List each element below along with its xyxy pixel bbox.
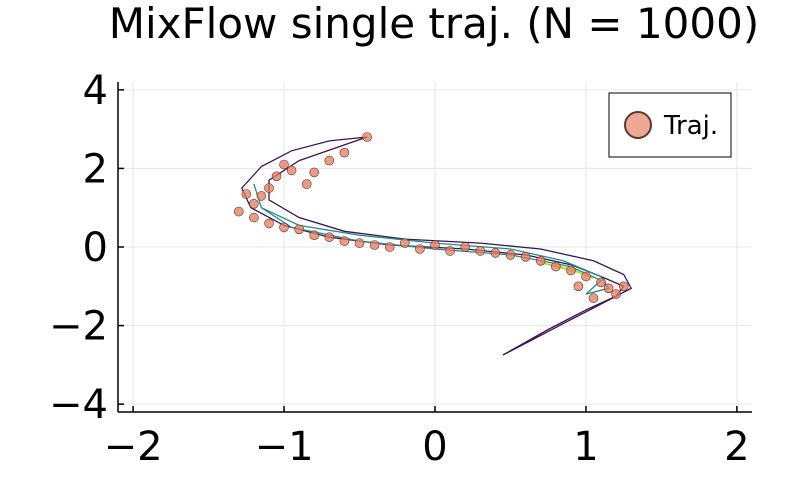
point-0-14 xyxy=(264,218,274,229)
point-0-23 xyxy=(399,238,410,248)
point-0-39 xyxy=(618,281,629,292)
chart-title: MixFlow single traj. (N = 1000) xyxy=(109,0,760,48)
legend-marker xyxy=(624,111,652,139)
point-0-20 xyxy=(354,238,365,248)
point-0-32 xyxy=(535,255,546,266)
point-0-33 xyxy=(550,261,561,272)
point-0-6 xyxy=(279,159,289,170)
x-tick-label-1: −1 xyxy=(255,424,314,470)
y-tick-label-1: −2 xyxy=(49,304,108,350)
point-0-35 xyxy=(581,271,591,282)
point-0-18 xyxy=(324,232,335,242)
contour-line-1 xyxy=(253,183,610,295)
point-0-27 xyxy=(460,242,471,252)
point-0-17 xyxy=(309,230,320,240)
point-0-30 xyxy=(505,250,516,260)
x-tick-label-3: 1 xyxy=(573,424,598,470)
point-0-15 xyxy=(279,222,289,233)
point-0-34 xyxy=(566,265,576,276)
point-0-25 xyxy=(430,240,440,250)
point-0-37 xyxy=(603,283,614,294)
point-0-4 xyxy=(301,179,312,189)
point-0-24 xyxy=(415,244,425,254)
point-0-13 xyxy=(249,212,259,223)
point-0-9 xyxy=(256,191,267,201)
contour-line-2 xyxy=(540,262,594,280)
point-0-2 xyxy=(324,155,335,166)
point-0-22 xyxy=(384,242,395,252)
y-tick-label-2: 0 xyxy=(83,225,108,271)
point-0-40 xyxy=(588,293,599,303)
point-0-7 xyxy=(271,171,282,182)
point-0-8 xyxy=(264,183,274,193)
point-0-3 xyxy=(309,167,320,178)
point-0-1 xyxy=(339,147,350,158)
point-0-12 xyxy=(234,206,244,217)
point-0-11 xyxy=(241,189,252,199)
point-0-5 xyxy=(286,165,297,176)
point-0-21 xyxy=(369,240,380,250)
y-tick-label-4: 4 xyxy=(83,68,108,114)
y-axis-ticks: −4 −2 0 2 4 xyxy=(49,68,124,428)
point-0-28 xyxy=(475,246,486,256)
point-0-10 xyxy=(249,199,259,209)
point-0-38 xyxy=(611,289,621,299)
point-0-29 xyxy=(490,248,501,258)
trajectory-points xyxy=(234,132,629,303)
x-tick-label-4: 2 xyxy=(724,424,749,470)
x-tick-label-0: −2 xyxy=(104,424,163,470)
point-0-19 xyxy=(339,236,350,246)
contour-line-0 xyxy=(241,136,633,356)
x-tick-label-2: 0 xyxy=(422,424,447,470)
point-0-26 xyxy=(445,246,455,256)
legend-label: Traj. xyxy=(663,111,718,141)
point-0-0 xyxy=(362,132,372,142)
legend: Traj. xyxy=(608,92,732,158)
point-0-16 xyxy=(294,224,304,235)
point-0-31 xyxy=(520,251,531,262)
y-tick-label-0: −4 xyxy=(49,382,108,428)
y-tick-label-3: 2 xyxy=(83,146,108,192)
point-0-36 xyxy=(596,277,606,288)
x-axis-ticks: −2 −1 0 1 2 xyxy=(104,406,750,470)
point-0-41 xyxy=(573,281,584,292)
grid-lines xyxy=(118,82,752,412)
